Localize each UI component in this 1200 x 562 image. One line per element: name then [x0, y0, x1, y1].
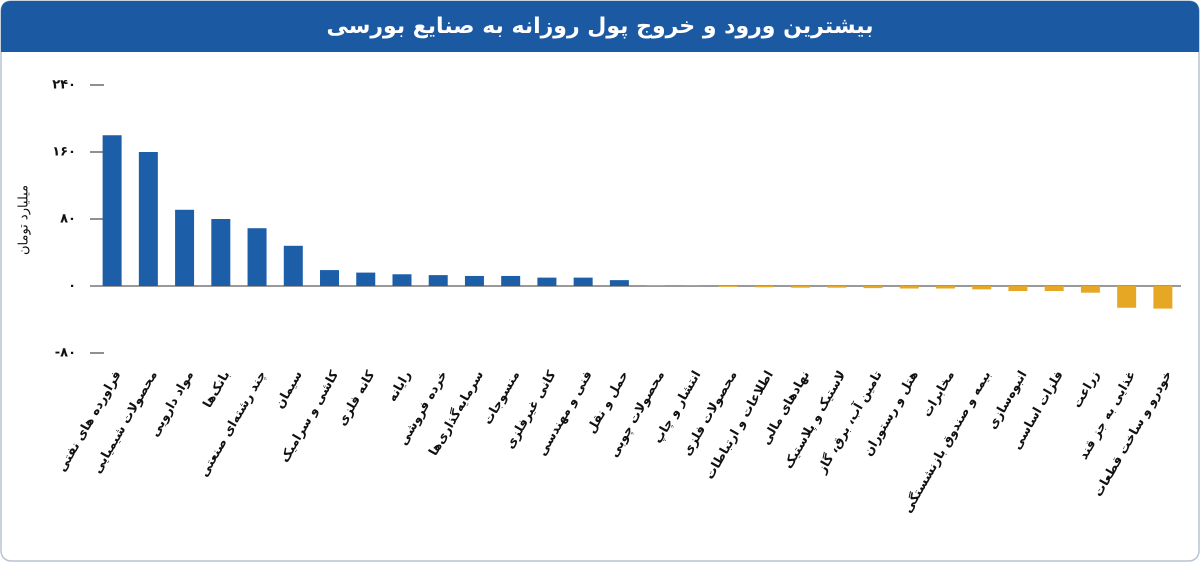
chart-title: بیشترین ورود و خروج پول روزانه به صنایع …: [327, 14, 874, 39]
bar: [464, 275, 484, 286]
bar: [754, 286, 774, 288]
bar: [175, 209, 195, 286]
bar: [356, 272, 376, 286]
bar: [1044, 286, 1064, 292]
bar: [573, 277, 593, 286]
bar: [935, 286, 955, 289]
bar: [718, 286, 738, 287]
bar: [392, 274, 412, 286]
bar: [863, 286, 883, 289]
bar: [1008, 286, 1028, 292]
bar: [1153, 286, 1173, 309]
y-axis-label: میلیارد تومان: [17, 185, 32, 255]
y-tick-label: -۸۰: [55, 346, 76, 361]
bar: [791, 286, 811, 288]
bar: [211, 219, 231, 286]
y-tick-label: ۸۰: [60, 212, 76, 227]
bar: [320, 270, 340, 286]
bar: [972, 286, 992, 290]
bar: [247, 228, 267, 286]
bar: [428, 275, 448, 286]
bar: [609, 280, 629, 286]
bar: [283, 245, 303, 286]
bar: [1117, 286, 1137, 308]
y-tick-label: ۰: [68, 279, 76, 294]
header-bar: [1, 1, 1199, 52]
bar: [138, 152, 158, 286]
bar: [899, 286, 919, 289]
bar: [102, 135, 122, 286]
bar: [827, 286, 847, 288]
bar: [501, 275, 521, 286]
bar: [1080, 286, 1100, 293]
y-tick-label: ۲۴۰: [52, 78, 76, 93]
y-tick-label: ۱۶۰: [52, 145, 76, 160]
bar: [537, 277, 557, 286]
